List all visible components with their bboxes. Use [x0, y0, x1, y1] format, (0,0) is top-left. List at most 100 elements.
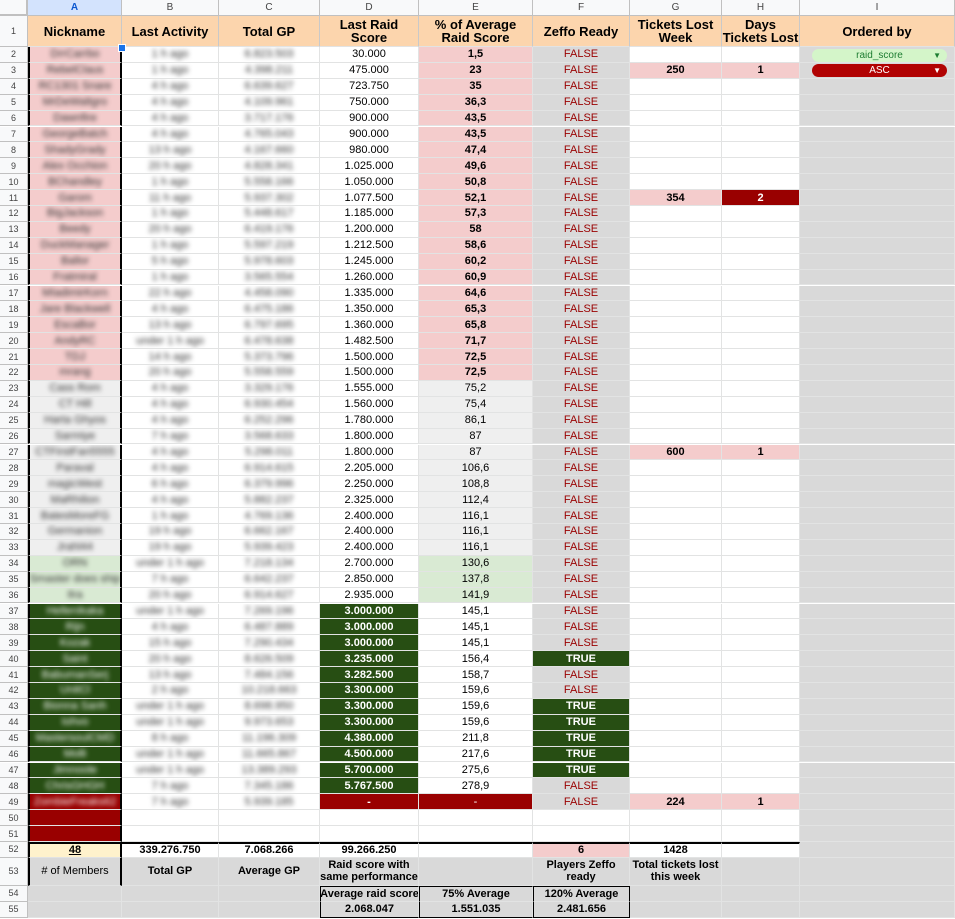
nickname-cell[interactable]: AndyRC	[28, 333, 122, 350]
nickname-cell[interactable]: Jimnoole	[28, 762, 122, 779]
total-gp-cell[interactable]: 8.698.950	[219, 698, 320, 715]
ordered-by-cell[interactable]	[800, 253, 955, 270]
blank-cell[interactable]	[722, 857, 800, 886]
days-tickets-lost-cell[interactable]	[722, 683, 800, 699]
nickname-cell[interactable]: ZombieFreaks62	[28, 794, 122, 811]
days-tickets-lost-cell[interactable]	[722, 698, 800, 715]
nickname-cell[interactable]: BigJackson	[28, 206, 122, 222]
days-tickets-lost-cell[interactable]	[722, 539, 800, 556]
days-tickets-lost-cell[interactable]	[722, 762, 800, 779]
zeffo-ready-cell[interactable]: FALSE	[533, 619, 630, 636]
ordered-by-cell[interactable]	[800, 94, 955, 111]
percent-avg-cell[interactable]: 278,9	[419, 778, 533, 795]
blank-cell[interactable]	[419, 826, 533, 842]
total-gp-cell[interactable]: 3.329.176	[219, 380, 320, 397]
percent-avg-cell[interactable]: 156,4	[419, 651, 533, 668]
total-gp-cell[interactable]: 5.597.219	[219, 237, 320, 254]
percent-avg-cell[interactable]: -	[419, 794, 533, 811]
last-activity-cell[interactable]: 4 h ago	[122, 396, 219, 413]
last-activity-cell[interactable]: 14 h ago	[122, 349, 219, 365]
zeffo-ready-cell[interactable]: FALSE	[533, 237, 630, 254]
row-number[interactable]: 38	[0, 619, 28, 636]
row-number[interactable]: 36	[0, 587, 28, 604]
ordered-by-cell[interactable]	[800, 158, 955, 175]
tickets-lost-cell[interactable]	[630, 571, 722, 588]
percent-avg-cell[interactable]: 116,1	[419, 508, 533, 524]
zeffo-ready-cell[interactable]: FALSE	[533, 206, 630, 222]
zeffo-ready-cell[interactable]: FALSE	[533, 635, 630, 652]
last-activity-cell[interactable]: 19 h ago	[122, 524, 219, 540]
raid-score-cell[interactable]: 1.185.000	[320, 206, 419, 222]
zeffo-ready-cell[interactable]: FALSE	[533, 555, 630, 572]
total-gp-cell[interactable]: 8.626.509	[219, 651, 320, 668]
ordered-by-cell[interactable]	[800, 524, 955, 540]
ordered-by-cell[interactable]	[800, 269, 955, 286]
total-gp-cell[interactable]: 4.109.961	[219, 94, 320, 111]
tickets-lost-cell[interactable]	[630, 730, 722, 747]
ordered-by-cell[interactable]	[800, 460, 955, 477]
last-activity-cell[interactable]: 19 h ago	[122, 539, 219, 556]
row-number[interactable]: 14	[0, 237, 28, 254]
total-gp-cell[interactable]: 6.823.503	[219, 47, 320, 63]
row-number[interactable]: 8	[0, 142, 28, 159]
total-gp-cell[interactable]: 6.252.296	[219, 412, 320, 429]
zeffo-ready-cell[interactable]: FALSE	[533, 508, 630, 524]
ordered-by-cell[interactable]	[800, 78, 955, 95]
ordered-by-cell[interactable]	[800, 794, 955, 811]
raid-score-cell[interactable]: 2.400.000	[320, 508, 419, 524]
total-gp-cell[interactable]: 4.769.136	[219, 508, 320, 524]
nickname-cell[interactable]: Cass Rom	[28, 380, 122, 397]
percent-avg-cell[interactable]: 23	[419, 62, 533, 79]
days-tickets-lost-cell[interactable]	[722, 651, 800, 668]
days-tickets-lost-cell[interactable]	[722, 555, 800, 572]
raid-score-cell[interactable]: -	[320, 794, 419, 811]
percent-avg-cell[interactable]: 116,1	[419, 524, 533, 540]
last-activity-cell[interactable]: 4 h ago	[122, 301, 219, 318]
raid-score-cell[interactable]: 2.400.000	[320, 539, 419, 556]
total-gp-cell[interactable]: 6.475.186	[219, 301, 320, 318]
percent-avg-cell[interactable]: 87	[419, 428, 533, 445]
raid-score-cell[interactable]: 2.700.000	[320, 555, 419, 572]
last-activity-cell[interactable]: 4 h ago	[122, 460, 219, 477]
nickname-cell[interactable]: Rijn	[28, 619, 122, 636]
ordered-by-cell[interactable]	[800, 110, 955, 127]
percent-avg-cell[interactable]: 57,3	[419, 206, 533, 222]
ordered-by-cell[interactable]	[800, 651, 955, 668]
tickets-lost-cell[interactable]	[630, 778, 722, 795]
tickets-lost-cell[interactable]	[630, 587, 722, 604]
days-tickets-lost-cell[interactable]	[722, 126, 800, 143]
total-gp-cell[interactable]: 3.717.176	[219, 110, 320, 127]
nickname-cell[interactable]: BChandley	[28, 174, 122, 191]
row-number[interactable]: 48	[0, 778, 28, 795]
nickname-cell[interactable]: Molli	[28, 746, 122, 763]
total-gp-cell[interactable]: 5.448.617	[219, 206, 320, 222]
days-tickets-lost-cell[interactable]: 1	[722, 794, 800, 811]
row-number[interactable]: 30	[0, 492, 28, 509]
raid-score-cell[interactable]: 2.935.000	[320, 587, 419, 604]
last-activity-cell[interactable]: 4 h ago	[122, 126, 219, 143]
zeffo-ready-cell[interactable]: FALSE	[533, 349, 630, 365]
row-number[interactable]: 24	[0, 396, 28, 413]
percent-avg-cell[interactable]: 112,4	[419, 492, 533, 509]
last-activity-cell[interactable]: 7 h ago	[122, 778, 219, 795]
ordered-by-cell[interactable]	[800, 619, 955, 636]
raid-score-cell[interactable]: 30.000	[320, 47, 419, 63]
days-tickets-lost-cell[interactable]	[722, 142, 800, 159]
percent-avg-cell[interactable]: 75,2	[419, 380, 533, 397]
total-gp-cell[interactable]: 11.196.309	[219, 730, 320, 747]
total-gp-cell[interactable]: 5.882.237	[219, 492, 320, 509]
ordered-by-cell[interactable]	[800, 603, 955, 620]
last-activity-cell[interactable]: 6 h ago	[122, 476, 219, 493]
nickname-cell[interactable]: Smaster does ship	[28, 571, 122, 588]
tickets-label[interactable]: Total tickets lost this week	[630, 857, 722, 886]
days-tickets-lost-cell[interactable]	[722, 460, 800, 477]
row-number[interactable]: 44	[0, 714, 28, 731]
percent-avg-cell[interactable]: 60,9	[419, 269, 533, 286]
total-gp-cell[interactable]: 6.914.615	[219, 460, 320, 477]
percent-avg-cell[interactable]: 217,6	[419, 746, 533, 763]
nickname-cell[interactable]: BatesMoreFG	[28, 508, 122, 524]
blank-cell[interactable]	[800, 857, 955, 886]
row-number[interactable]: 26	[0, 428, 28, 445]
zeffo-ready-cell[interactable]: FALSE	[533, 539, 630, 556]
percent-avg-cell[interactable]: 141,9	[419, 587, 533, 604]
